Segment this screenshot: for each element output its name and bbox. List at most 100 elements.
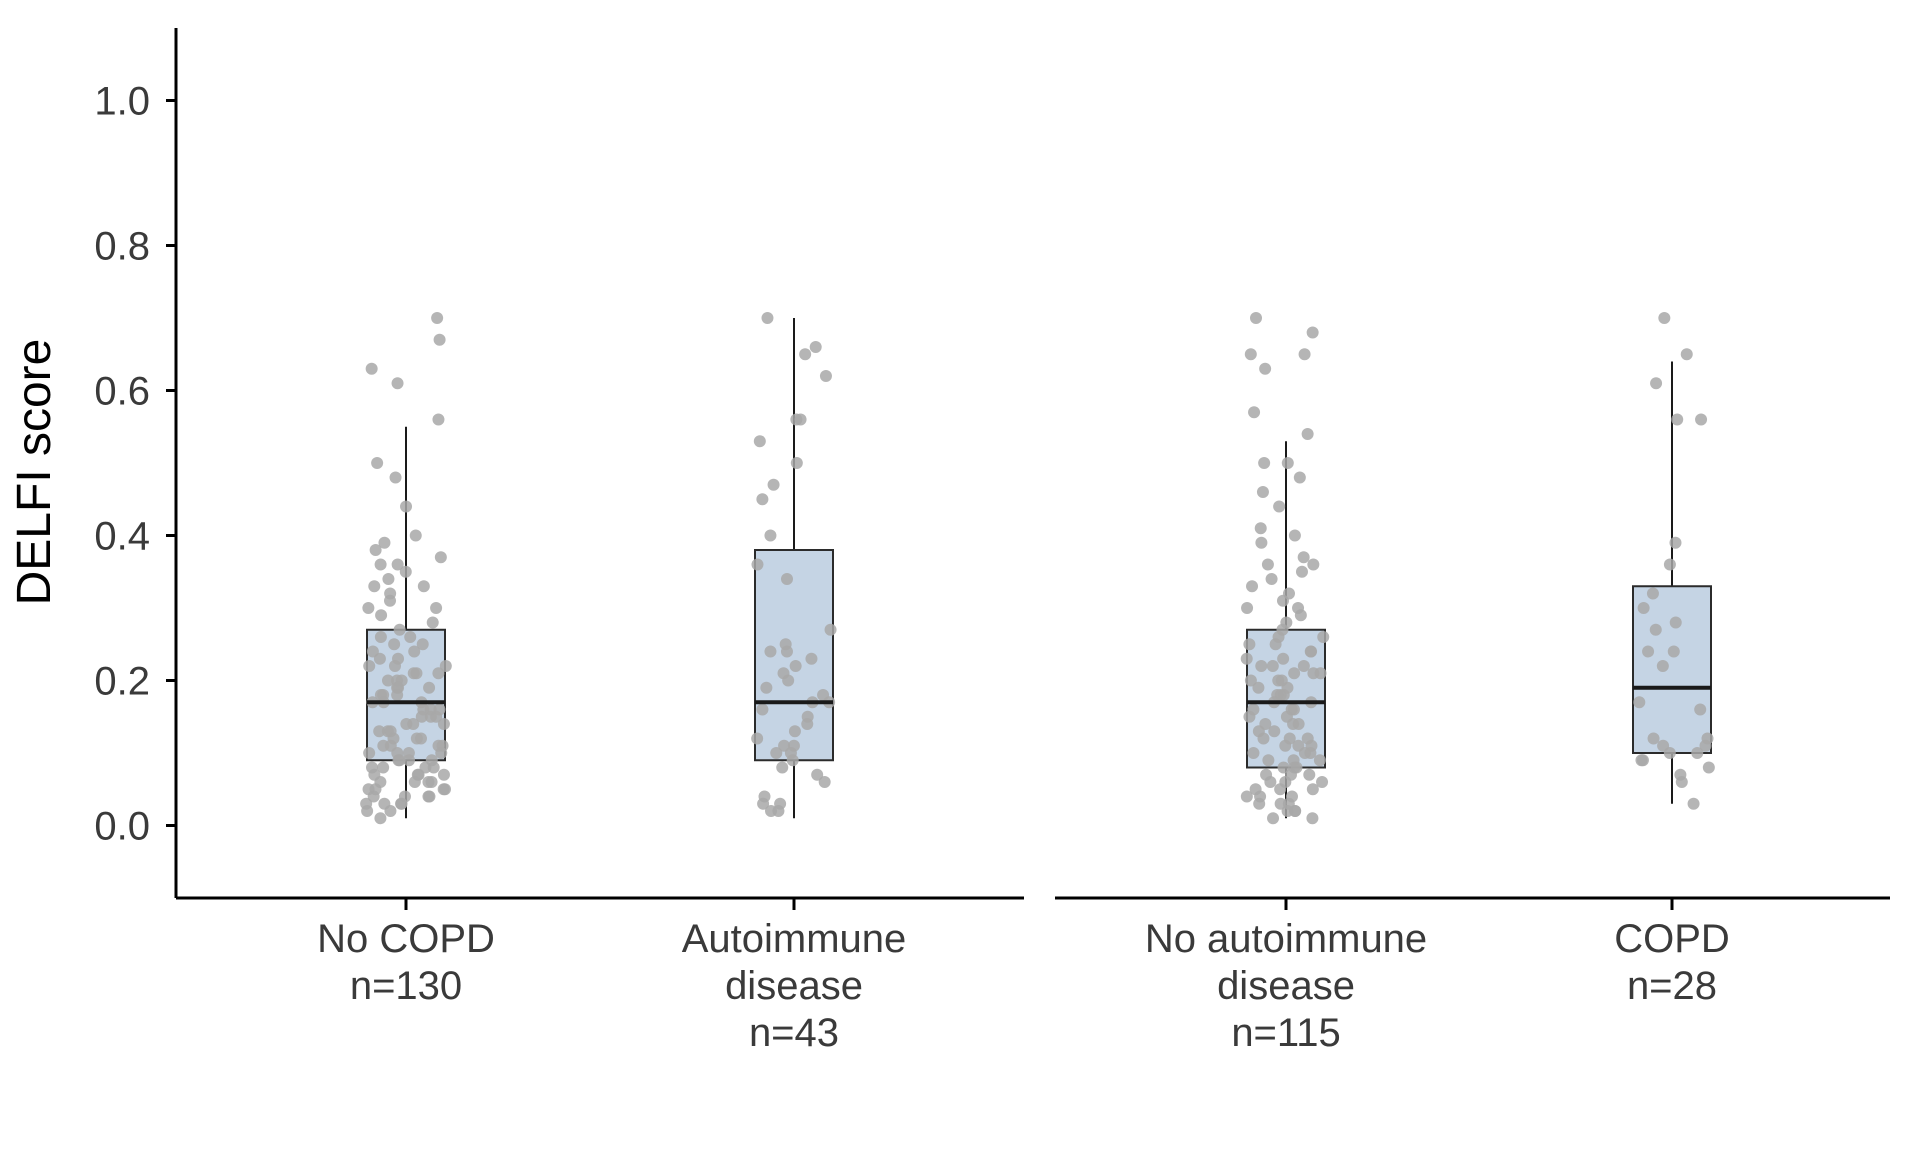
data-point: [824, 623, 837, 636]
data-point: [437, 783, 450, 796]
data-point: [423, 790, 436, 803]
data-point: [400, 500, 413, 513]
data-point: [1279, 739, 1292, 752]
data-point: [1675, 776, 1688, 788]
data-point: [391, 558, 404, 571]
data-point: [426, 616, 439, 629]
x-tick-label: No COPD: [317, 917, 495, 961]
data-point: [757, 797, 770, 810]
data-point: [1250, 312, 1263, 324]
data-point: [1266, 660, 1279, 672]
data-point: [435, 747, 448, 759]
data-point: [371, 457, 384, 469]
data-point: [361, 805, 374, 817]
data-point: [1264, 776, 1277, 788]
box-group: [751, 312, 837, 819]
data-point: [375, 609, 388, 622]
data-point: [377, 761, 390, 774]
data-point: [1656, 660, 1669, 672]
data-point: [1272, 674, 1285, 687]
data-point: [434, 551, 447, 564]
data-point: [374, 558, 387, 571]
data-point: [1253, 797, 1266, 810]
data-point: [1252, 681, 1265, 694]
y-axis-title: DELFI score: [8, 339, 61, 606]
data-point: [1240, 652, 1253, 665]
data-point: [753, 435, 766, 448]
data-point: [1699, 739, 1712, 752]
plot-area: [360, 312, 1715, 825]
data-point: [1297, 660, 1310, 672]
data-point: [1255, 536, 1268, 549]
data-point: [363, 660, 376, 672]
data-point: [381, 674, 394, 687]
data-point: [1304, 645, 1317, 658]
data-point: [764, 529, 777, 542]
data-point: [378, 536, 391, 549]
data-point: [1288, 529, 1301, 542]
data-point: [409, 529, 422, 542]
box-group: [360, 312, 452, 825]
data-point: [408, 776, 421, 788]
data-point: [384, 805, 397, 817]
data-point: [1635, 754, 1648, 767]
data-point: [772, 805, 785, 817]
data-point: [389, 471, 402, 484]
data-point: [1268, 725, 1281, 738]
data-point: [1262, 754, 1275, 767]
x-tick-label: COPD: [1614, 917, 1730, 961]
data-point: [439, 660, 452, 672]
data-point: [811, 768, 824, 781]
data-point: [367, 790, 380, 803]
data-point: [365, 362, 378, 375]
data-point: [790, 457, 803, 469]
x-tick-label: Autoimmune: [682, 917, 907, 961]
data-point: [382, 573, 395, 585]
data-point: [369, 544, 382, 556]
data-point: [404, 631, 417, 643]
data-point: [399, 565, 412, 578]
data-point: [1669, 616, 1682, 629]
x-tick-label: disease: [725, 964, 863, 1008]
y-tick-label: 0.4: [94, 515, 150, 559]
y-tick-label: 0.8: [94, 225, 150, 269]
data-point: [433, 333, 446, 346]
data-point: [1287, 718, 1300, 730]
data-point: [770, 747, 783, 759]
data-point: [1241, 602, 1254, 614]
data-point: [1663, 747, 1676, 759]
data-point: [374, 631, 387, 643]
data-point: [1246, 580, 1259, 593]
x-tick-label: n=28: [1627, 964, 1717, 1008]
data-point: [384, 594, 397, 607]
data-point: [1316, 776, 1329, 788]
data-point: [788, 725, 801, 738]
data-point: [415, 710, 428, 723]
data-point: [368, 580, 381, 593]
data-point: [437, 718, 450, 730]
data-point: [756, 493, 769, 506]
data-point: [1281, 457, 1294, 469]
box-group: [1632, 312, 1715, 810]
data-point: [794, 413, 807, 426]
data-point: [1637, 602, 1650, 614]
data-point: [756, 703, 769, 716]
data-point: [1265, 573, 1278, 585]
data-point: [1277, 652, 1290, 665]
data-point: [1694, 703, 1707, 716]
data-point: [362, 602, 375, 614]
data-point: [407, 667, 420, 680]
data-point: [437, 768, 450, 781]
data-point: [818, 776, 831, 788]
data-point: [1277, 761, 1290, 774]
data-point: [1244, 348, 1257, 361]
data-point: [400, 718, 413, 730]
data-point: [767, 478, 780, 491]
data-point: [432, 667, 445, 680]
data-point: [1297, 551, 1310, 564]
data-point: [1259, 362, 1272, 375]
data-point: [789, 660, 802, 672]
data-point: [1306, 812, 1319, 825]
data-point: [764, 645, 777, 658]
